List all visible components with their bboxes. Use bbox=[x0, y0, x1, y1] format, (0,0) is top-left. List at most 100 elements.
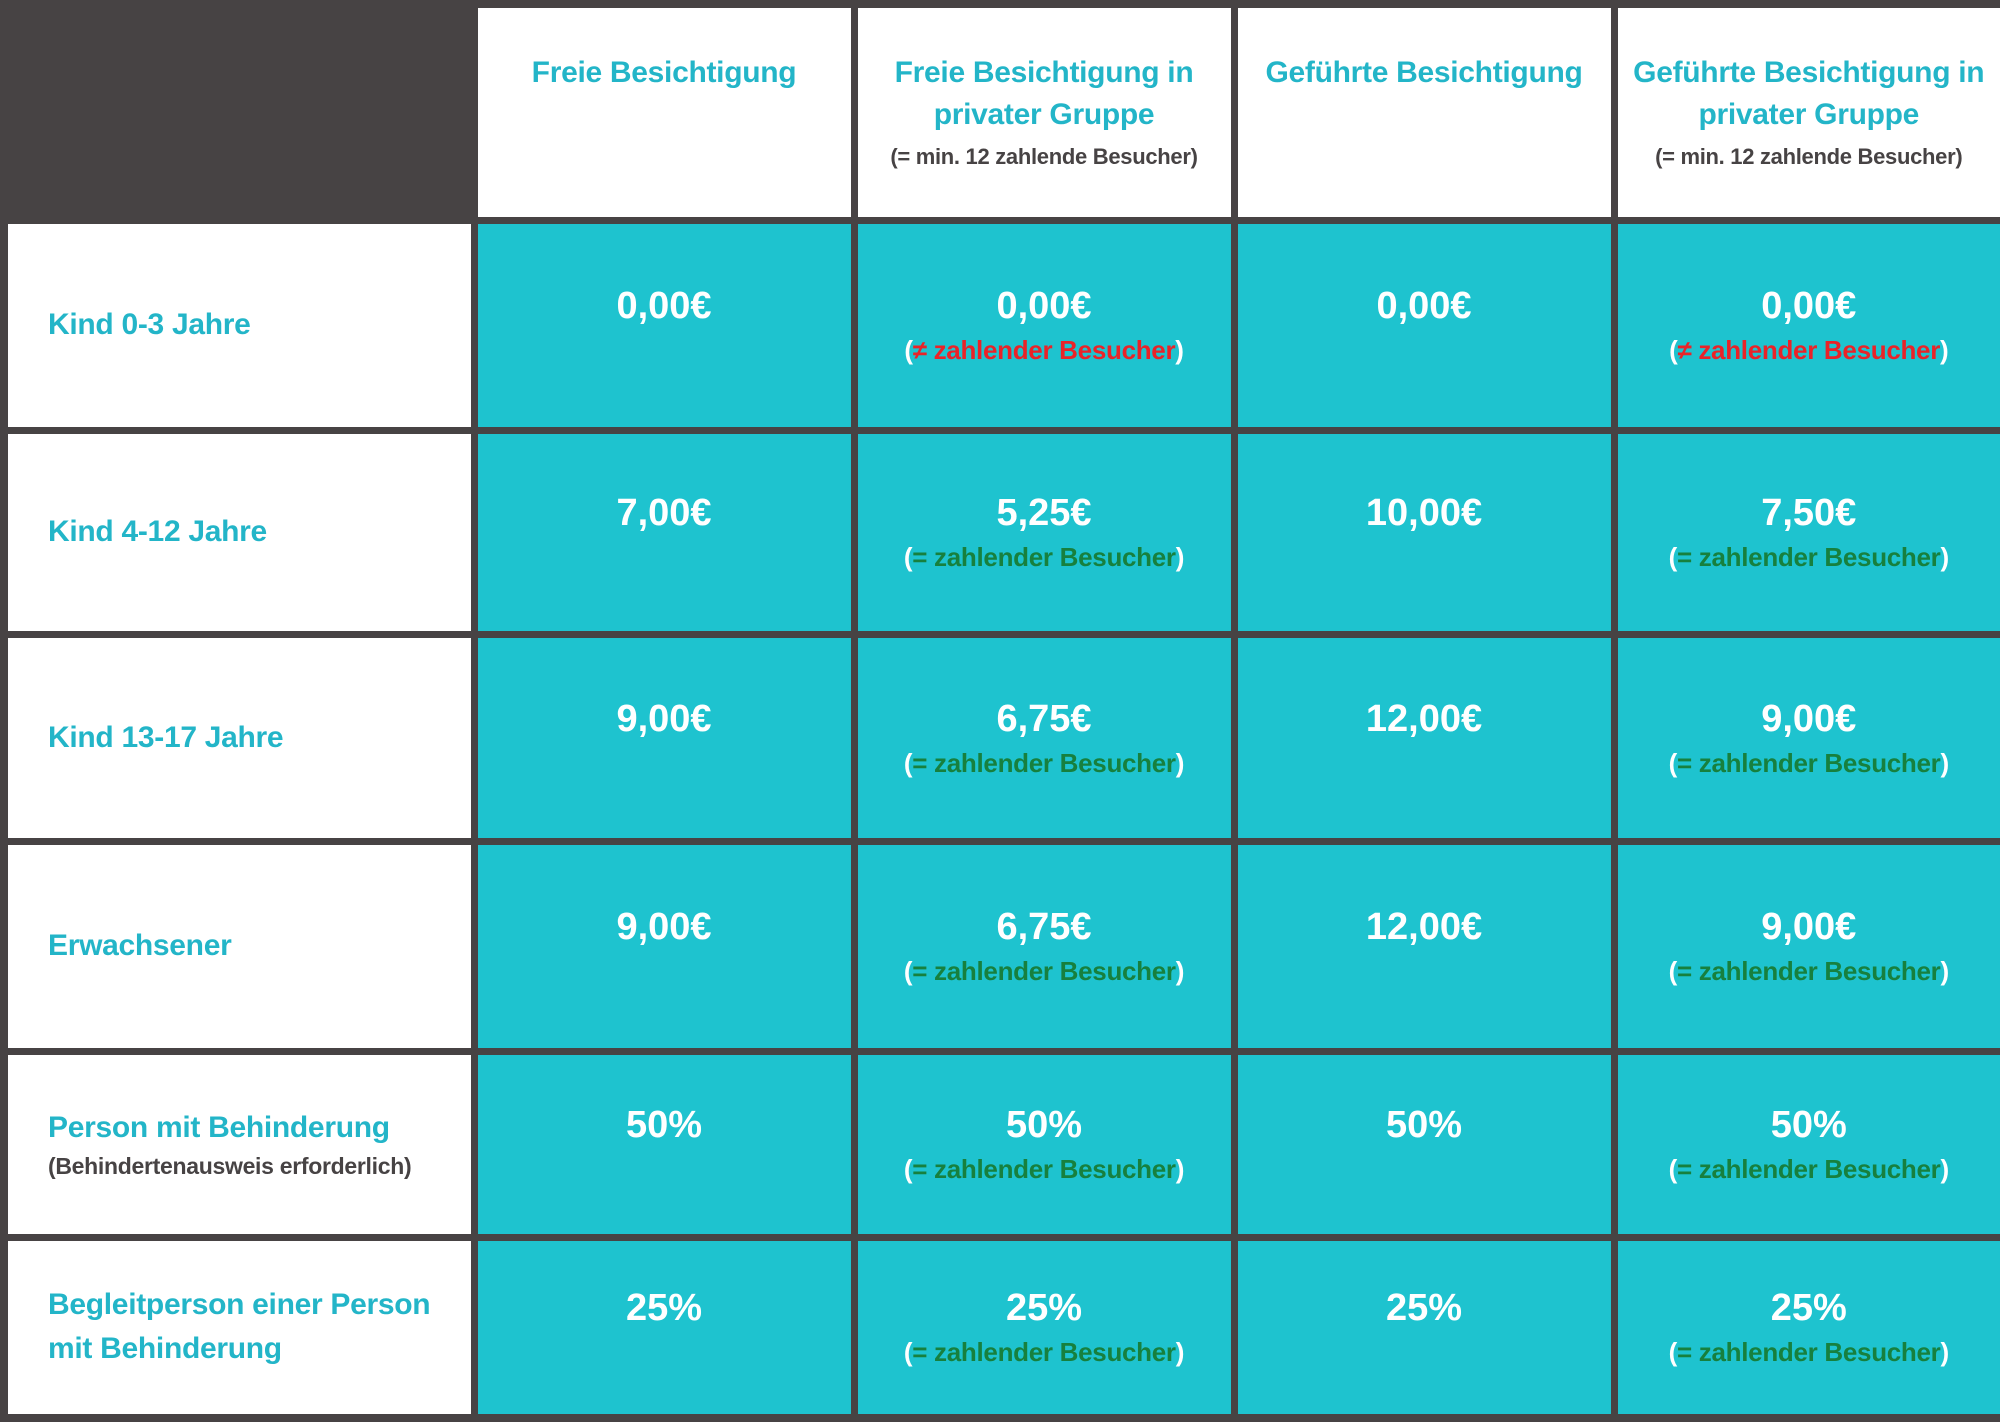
price-cell: 0,00€ bbox=[1234, 220, 1614, 430]
price-cell: 12,00€ bbox=[1234, 841, 1614, 1051]
price-note-paren-close: ) bbox=[1176, 542, 1184, 572]
price-note-text: = zahlender Besucher bbox=[1677, 956, 1941, 986]
column-header: Geführte Besichtigung in privater Gruppe… bbox=[1614, 4, 2000, 220]
price-note: (= zahlender Besucher) bbox=[858, 744, 1231, 782]
price-note-paren-open: ( bbox=[904, 1337, 912, 1367]
row-label-cell: Person mit Behinderung (Behindertenauswe… bbox=[4, 1051, 474, 1237]
row-label-cell: Kind 4-12 Jahre bbox=[4, 430, 474, 634]
price-value: 6,75€ bbox=[858, 694, 1231, 744]
price-cell: 6,75€ (= zahlender Besucher) bbox=[854, 841, 1234, 1051]
price-note bbox=[1238, 744, 1611, 782]
table-row: Kind 0-3 Jahre 0,00€ 0,00€ (≠ zahlender … bbox=[4, 220, 2000, 430]
price-note-paren-close: ) bbox=[1941, 1154, 1949, 1184]
price-note: (= zahlender Besucher) bbox=[1618, 952, 2000, 990]
price-note: (= zahlender Besucher) bbox=[1618, 1150, 2000, 1188]
row-label-cell: Kind 0-3 Jahre bbox=[4, 220, 474, 430]
price-value: 9,00€ bbox=[1618, 902, 2000, 952]
price-note-paren-close: ) bbox=[1941, 748, 1949, 778]
price-value: 0,00€ bbox=[1238, 281, 1611, 331]
price-note-text: = zahlender Besucher bbox=[912, 1154, 1176, 1184]
column-subtitle: (= min. 12 zahlende Besucher) bbox=[1624, 142, 1995, 172]
price-note-text: = zahlender Besucher bbox=[1677, 542, 1941, 572]
price-cell: 50% bbox=[1234, 1051, 1614, 1237]
price-note-paren-close: ) bbox=[1175, 335, 1183, 365]
price-note-text: = zahlender Besucher bbox=[912, 748, 1176, 778]
price-value: 12,00€ bbox=[1238, 694, 1611, 744]
price-note bbox=[478, 744, 851, 782]
price-cell: 9,00€ (= zahlender Besucher) bbox=[1614, 841, 2000, 1051]
price-note-paren-open: ( bbox=[1669, 1337, 1677, 1367]
row-label-cell: Kind 13-17 Jahre bbox=[4, 634, 474, 841]
price-note-text: ≠ zahlender Besucher bbox=[913, 335, 1176, 365]
table-row: Kind 4-12 Jahre 7,00€ 5,25€ (= zahlender… bbox=[4, 430, 2000, 634]
column-header: Freie Besichtigung bbox=[474, 4, 854, 220]
price-cell: 6,75€ (= zahlender Besucher) bbox=[854, 634, 1234, 841]
row-label-cell: Begleitperson einer Person mit Behinderu… bbox=[4, 1237, 474, 1418]
price-note bbox=[478, 331, 851, 369]
table-row: Kind 13-17 Jahre 9,00€ 6,75€ (= zahlende… bbox=[4, 634, 2000, 841]
price-note-text: = zahlender Besucher bbox=[1677, 1337, 1941, 1367]
price-value: 25% bbox=[1238, 1283, 1611, 1333]
price-note-paren-close: ) bbox=[1941, 542, 1949, 572]
table-row: Person mit Behinderung (Behindertenauswe… bbox=[4, 1051, 2000, 1237]
price-cell: 50% (= zahlender Besucher) bbox=[1614, 1051, 2000, 1237]
price-value: 50% bbox=[478, 1100, 851, 1150]
price-note bbox=[1238, 1150, 1611, 1188]
price-value: 9,00€ bbox=[1618, 694, 2000, 744]
price-note-paren-open: ( bbox=[1669, 1154, 1677, 1184]
price-value: 50% bbox=[1238, 1100, 1611, 1150]
price-note bbox=[478, 952, 851, 990]
price-note-paren-open: ( bbox=[904, 335, 912, 365]
price-value: 5,25€ bbox=[858, 488, 1231, 538]
row-label: Kind 4-12 Jahre bbox=[48, 510, 457, 554]
column-header: Geführte Besichtigung bbox=[1234, 4, 1614, 220]
price-note: (= zahlender Besucher) bbox=[858, 952, 1231, 990]
row-label: Person mit Behinderung bbox=[48, 1106, 457, 1150]
price-note-paren-close: ) bbox=[1176, 1337, 1184, 1367]
price-cell: 25% (= zahlender Besucher) bbox=[1614, 1237, 2000, 1418]
price-note bbox=[1238, 1333, 1611, 1371]
column-subtitle: (= min. 12 zahlende Besucher) bbox=[864, 142, 1225, 172]
price-note: (≠ zahlender Besucher) bbox=[858, 331, 1231, 369]
price-cell: 7,50€ (= zahlender Besucher) bbox=[1614, 430, 2000, 634]
price-cell: 0,00€ (≠ zahlender Besucher) bbox=[1614, 220, 2000, 430]
price-note-paren-close: ) bbox=[1176, 748, 1184, 778]
price-note: (= zahlender Besucher) bbox=[1618, 1333, 2000, 1371]
price-cell: 9,00€ (= zahlender Besucher) bbox=[1614, 634, 2000, 841]
column-title: Freie Besichtigung in privater Gruppe bbox=[864, 52, 1225, 136]
price-note-paren-close: ) bbox=[1941, 956, 1949, 986]
price-value: 7,00€ bbox=[478, 488, 851, 538]
table-row: Erwachsener 9,00€ 6,75€ (= zahlender Bes… bbox=[4, 841, 2000, 1051]
price-note bbox=[1238, 538, 1611, 576]
price-cell: 25% (= zahlender Besucher) bbox=[854, 1237, 1234, 1418]
price-note-paren-open: ( bbox=[1669, 542, 1677, 572]
corner-cell bbox=[4, 4, 474, 220]
price-cell: 10,00€ bbox=[1234, 430, 1614, 634]
price-value: 10,00€ bbox=[1238, 488, 1611, 538]
column-header: Freie Besichtigung in privater Gruppe (=… bbox=[854, 4, 1234, 220]
price-note-paren-open: ( bbox=[904, 956, 912, 986]
column-subtitle bbox=[484, 100, 845, 130]
price-value: 0,00€ bbox=[1618, 281, 2000, 331]
price-note-text: = zahlender Besucher bbox=[1677, 1154, 1941, 1184]
price-note-paren-close: ) bbox=[1176, 956, 1184, 986]
price-note-paren-close: ) bbox=[1940, 335, 1948, 365]
price-cell: 50% (= zahlender Besucher) bbox=[854, 1051, 1234, 1237]
row-label: Kind 13-17 Jahre bbox=[48, 716, 457, 760]
price-note bbox=[1238, 952, 1611, 990]
price-value: 50% bbox=[1618, 1100, 2000, 1150]
price-note-text: = zahlender Besucher bbox=[912, 542, 1176, 572]
price-value: 25% bbox=[1618, 1283, 2000, 1333]
price-note bbox=[478, 1150, 851, 1188]
column-subtitle bbox=[1244, 100, 1605, 130]
price-value: 12,00€ bbox=[1238, 902, 1611, 952]
price-note-paren-close: ) bbox=[1176, 1154, 1184, 1184]
price-note-text: = zahlender Besucher bbox=[912, 956, 1176, 986]
price-note bbox=[478, 538, 851, 576]
price-note-paren-open: ( bbox=[1669, 956, 1677, 986]
price-note-paren-open: ( bbox=[1669, 748, 1677, 778]
price-value: 0,00€ bbox=[858, 281, 1231, 331]
price-note-paren-open: ( bbox=[904, 748, 912, 778]
price-note: (≠ zahlender Besucher) bbox=[1618, 331, 2000, 369]
price-cell: 25% bbox=[1234, 1237, 1614, 1418]
